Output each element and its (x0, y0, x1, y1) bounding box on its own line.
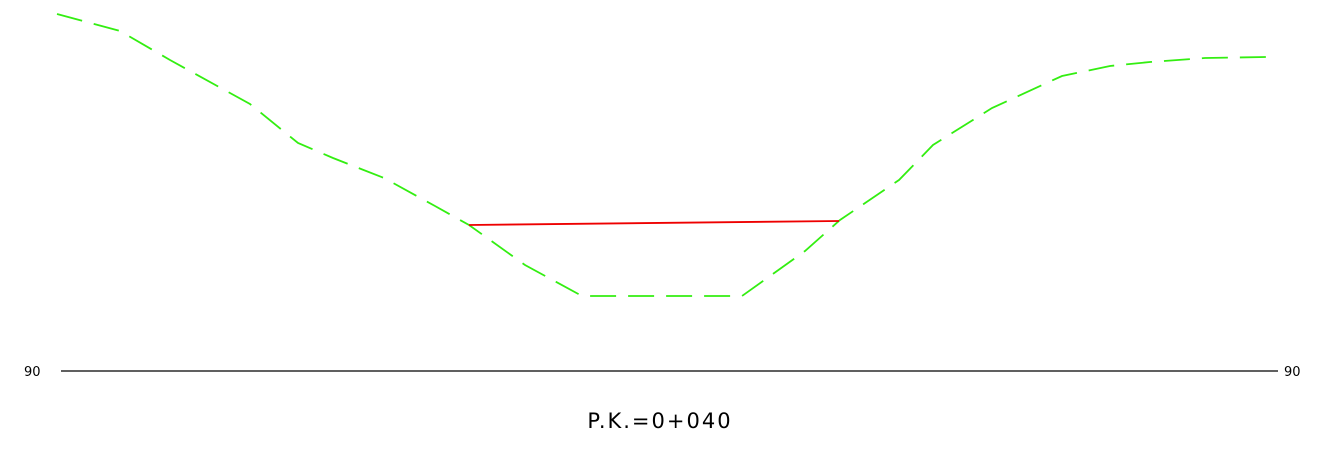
station-label: P.K.=0+040 (587, 409, 732, 433)
terrain-profile-line (56, 13, 1269, 297)
water-level-line (468, 220, 840, 226)
datum-label-right: 90 (1284, 365, 1301, 380)
datum-label-left: 90 (24, 365, 41, 380)
